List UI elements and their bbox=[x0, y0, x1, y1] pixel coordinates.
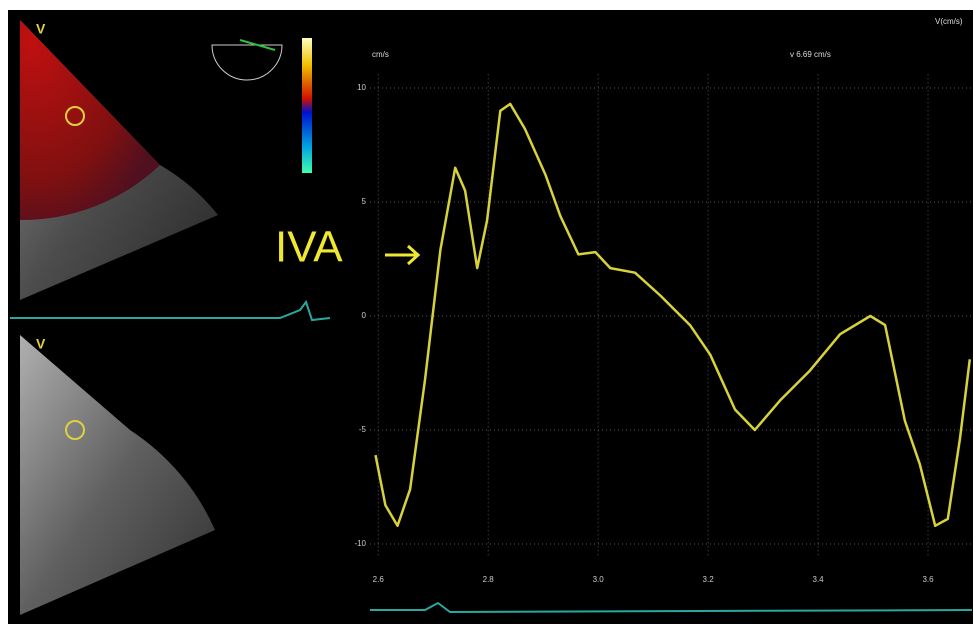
color-scale bbox=[302, 38, 312, 173]
panel-label: V bbox=[36, 336, 46, 352]
x-tick-label: 3.0 bbox=[593, 575, 605, 584]
x-tick-label: 2.6 bbox=[373, 575, 385, 584]
y-tick-label: 10 bbox=[357, 83, 366, 92]
y-tick-label: -10 bbox=[354, 539, 366, 548]
readout: v 6.69 cm/s bbox=[790, 50, 831, 59]
x-tick-label: 3.4 bbox=[813, 575, 825, 584]
page: V V cm/s v 6.69 cm/s V(cm/s) IVA 10 5 0 -5 -… bbox=[0, 0, 973, 624]
x-tick-label: 3.2 bbox=[703, 575, 715, 584]
y-unit: cm/s bbox=[372, 50, 389, 59]
y-tick-label: 0 bbox=[362, 311, 367, 320]
corner-label: V(cm/s) bbox=[935, 17, 963, 26]
panel-label: V bbox=[36, 21, 46, 37]
annotation: IVA bbox=[275, 223, 343, 272]
y-tick-label: 5 bbox=[362, 197, 367, 206]
x-tick-label: 3.6 bbox=[922, 575, 934, 584]
screen: V V cm/s v 6.69 cm/s V(cm/s) IVA 10 5 0 -5 -… bbox=[0, 0, 973, 624]
y-tick-label: -5 bbox=[359, 425, 367, 434]
x-tick-label: 2.8 bbox=[483, 575, 495, 584]
